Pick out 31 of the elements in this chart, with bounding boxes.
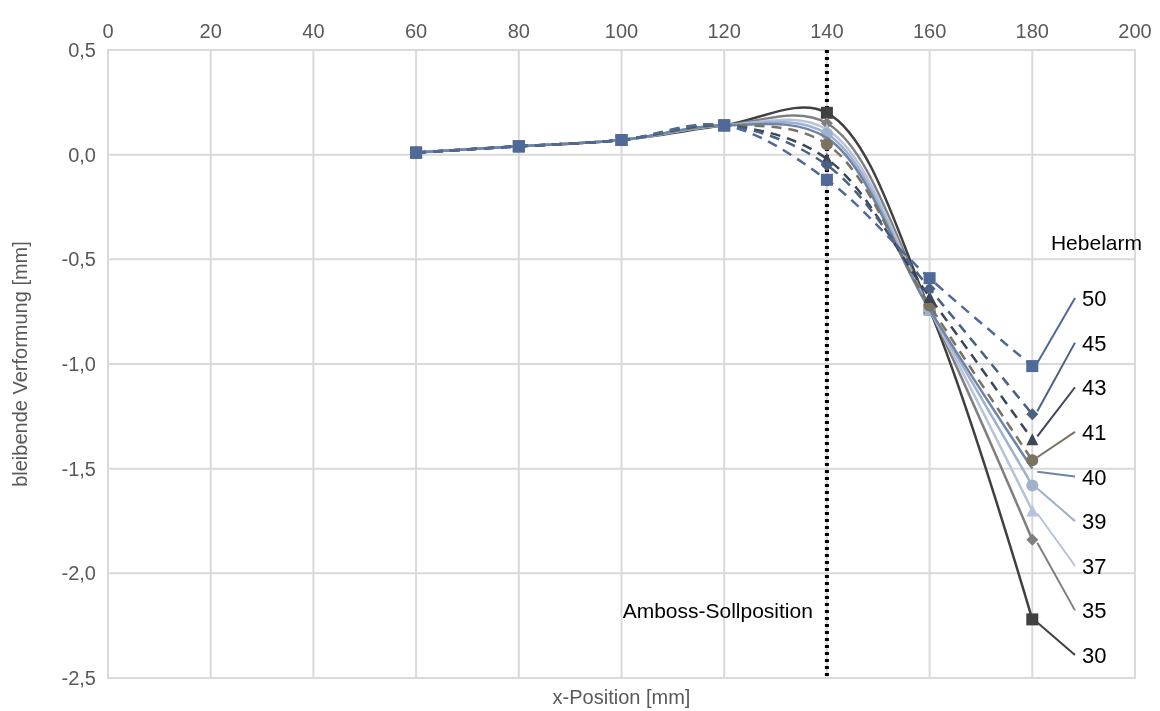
text: 50 — [1082, 286, 1107, 311]
x-tick-label: 60 — [404, 20, 428, 42]
text: 30 — [1082, 643, 1107, 668]
text: 35 — [1082, 598, 1107, 624]
y-tick-label: -2,5 — [61, 667, 96, 689]
y-tick-label: 0,0 — [68, 143, 96, 166]
x-tick-label: 20 — [199, 20, 222, 42]
x-tick-label: 180 — [1015, 20, 1049, 42]
x-tick-label: 140 — [810, 20, 844, 42]
legend-title: Hebelarm — [1050, 231, 1142, 254]
y-axis-title: bleibende Verformung [mm] — [9, 241, 31, 487]
y-tick-label: 0,5 — [68, 39, 96, 61]
legend-label: 41 — [1082, 419, 1107, 445]
x-axis-title: x-Position [mm] — [552, 686, 691, 708]
text: 45 — [1082, 330, 1107, 356]
y-tick-label: -1,0 — [61, 353, 96, 375]
y-tick-label: -0,5 — [61, 248, 96, 271]
text: 39 — [1082, 509, 1107, 535]
x-tick-label: 80 — [507, 20, 530, 42]
text: 43 — [1082, 375, 1107, 401]
x-tick-label: 40 — [302, 20, 325, 42]
x-tick-label: 120 — [707, 20, 741, 42]
x-tick-label: 200 — [1118, 20, 1152, 42]
x-tick-label: 160 — [912, 20, 947, 42]
y-tick-label: -1,5 — [61, 457, 96, 480]
x-tick-label: 0 — [102, 20, 114, 42]
legend-label: 40 — [1082, 464, 1107, 490]
ref-line-label: Amboss-Sollposition — [622, 599, 813, 622]
text: 37 — [1082, 553, 1107, 579]
x-tick-label: 100 — [604, 20, 639, 42]
y-tick-label: -2,0 — [61, 562, 96, 585]
